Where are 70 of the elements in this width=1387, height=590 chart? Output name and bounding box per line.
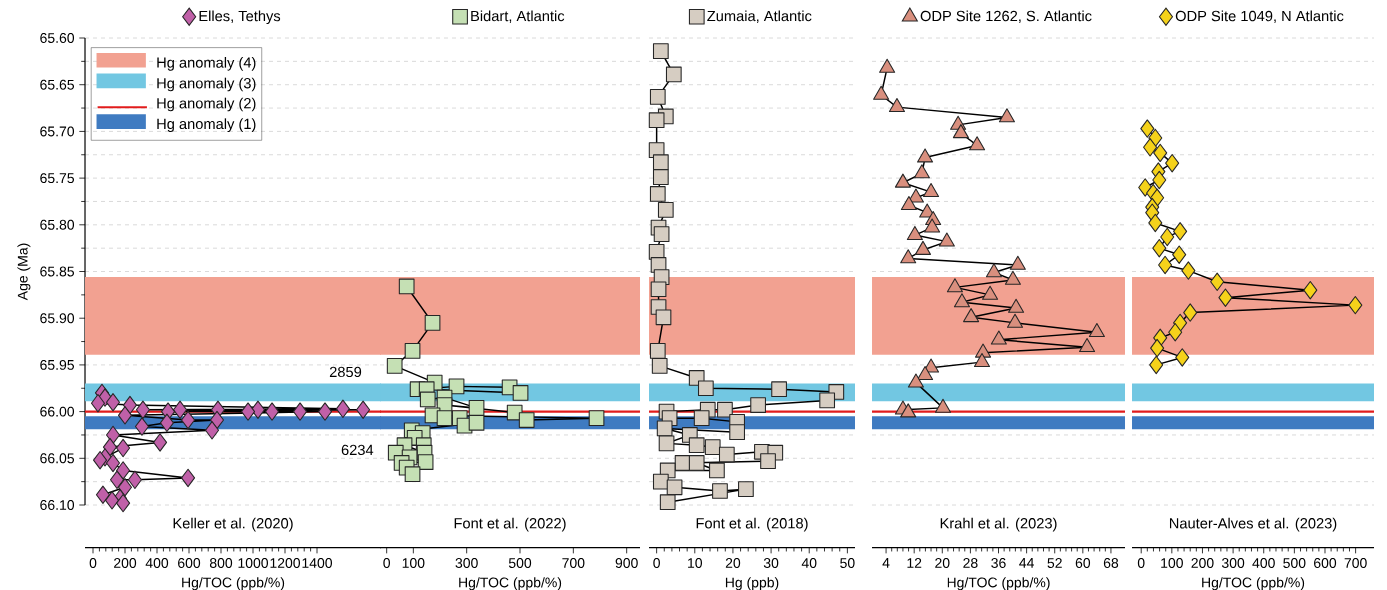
y-tick-label: 65.60 — [40, 33, 75, 43]
x-tick-label: 1000 — [238, 558, 269, 568]
y-tick-label: 65.85 — [40, 266, 75, 277]
x-tick-label: 0 — [653, 558, 660, 568]
y-tick-label: 66.10 — [40, 500, 75, 510]
x-tick-label: 40 — [801, 558, 817, 568]
x-tick-label: 68 — [1103, 558, 1119, 568]
x-tick-label: 200 — [114, 558, 137, 568]
text: Nauter-Alves et al. (2023) — [1169, 517, 1337, 532]
x-tick-label: 52 — [1047, 558, 1062, 568]
x-tick-label: 20 — [935, 558, 950, 568]
x-tick-label: 10 — [688, 558, 703, 568]
x-tick-label: 400 — [1252, 558, 1275, 568]
x-tick-label: 400 — [145, 558, 169, 568]
x-axis-title: Hg (ppb) — [725, 577, 779, 590]
x-tick-label: 500 — [508, 558, 532, 568]
x-tick-label: 0 — [383, 558, 391, 568]
y-tick-label: 65.80 — [40, 219, 75, 230]
x-axis-title: Hg/TOC (ppb/%) — [182, 577, 285, 590]
y-tick-label: 65.65 — [40, 79, 75, 90]
x-tick-label: 1400 — [302, 558, 333, 568]
x-tick-label: 100 — [1161, 558, 1183, 568]
text: Krahl et al. (2023) — [940, 517, 1057, 532]
x-tick-label: 1200 — [270, 558, 301, 568]
x-tick-label: 12 — [907, 558, 922, 568]
x-tick-label: 600 — [1314, 558, 1337, 568]
x-tick-label: 300 — [1221, 558, 1245, 568]
legend-label: ODP Site 1049, N Atlantic — [1175, 10, 1344, 23]
x-tick-label: 44 — [1019, 558, 1034, 568]
legend-label: Hg anomaly (2) — [157, 97, 256, 112]
y-tick-label: 65.75 — [40, 173, 75, 184]
x-tick-label: 600 — [178, 558, 201, 568]
y-tick-label: 65.70 — [40, 126, 75, 137]
legend-label: Bidart, Atlantic — [471, 10, 565, 23]
x-tick-label: 50 — [840, 558, 855, 568]
legend-label: Zumaia, Atlantic — [707, 10, 812, 23]
x-tick-label: 36 — [991, 558, 1006, 568]
x-tick-label: 0 — [1137, 558, 1145, 568]
x-tick-label: 200 — [1191, 558, 1214, 568]
x-tick-label: 700 — [562, 558, 585, 568]
x-tick-label: 700 — [1344, 558, 1367, 568]
text: Font et al. (2018) — [696, 517, 808, 532]
y-tick-label: 66.05 — [40, 453, 75, 464]
legend-label: Hg anomaly (1) — [157, 118, 256, 132]
legend-label: Hg anomaly (3) — [157, 77, 256, 92]
annotation: 2859 — [329, 366, 362, 378]
text: Keller et al. (2020) — [173, 517, 293, 532]
legend-label: Elles, Tethys — [199, 10, 281, 25]
legend-label: Hg anomaly (4) — [157, 57, 256, 71]
x-tick-label: 500 — [1283, 558, 1306, 568]
x-tick-label: 800 — [209, 558, 233, 568]
x-tick-label: 4 — [882, 558, 890, 568]
x-tick-label: 20 — [725, 558, 741, 568]
x-tick-label: 60 — [1075, 558, 1091, 568]
x-tick-label: 900 — [615, 558, 638, 568]
y-tick-label: 66.00 — [40, 406, 75, 417]
legend-label: ODP Site 1262, S. Atlantic — [920, 10, 1092, 23]
x-tick-label: 28 — [963, 558, 978, 568]
text: Font et al. (2022) — [454, 517, 566, 532]
y-tick-label: 65.90 — [40, 313, 75, 324]
x-tick-label: 30 — [763, 558, 779, 568]
x-axis-title: Hg/TOC (ppb/%) — [947, 577, 1050, 590]
x-tick-label: 100 — [402, 558, 425, 568]
x-tick-label: 300 — [455, 558, 478, 568]
x-tick-label: 0 — [89, 558, 97, 568]
y-axis-title: Age (Ma) — [17, 243, 31, 301]
y-tick-label: 65.95 — [40, 359, 75, 370]
annotation: 6234 — [341, 444, 374, 456]
x-axis-title: Hg/TOC (ppb/%) — [1202, 577, 1305, 590]
x-axis-title: Hg/TOC (ppb/%) — [459, 577, 562, 590]
